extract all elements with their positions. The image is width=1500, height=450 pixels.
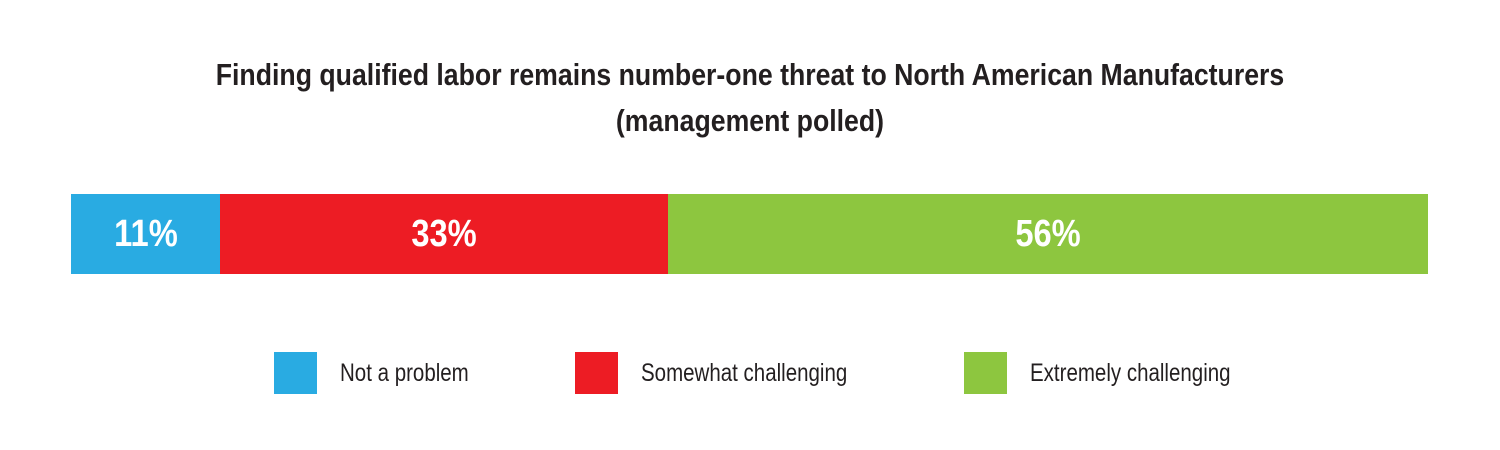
- legend-swatch-somewhat-challenging: [575, 352, 618, 394]
- bar-segment-somewhat-challenging: 33%: [220, 194, 669, 274]
- legend-item-somewhat-challenging: Somewhat challenging: [575, 352, 893, 394]
- legend-item-not-a-problem: Not a problem: [274, 352, 497, 394]
- legend-swatch-not-a-problem: [274, 352, 317, 394]
- bar-segment-extremely-challenging: 56%: [668, 194, 1428, 274]
- data-label-extremely-challenging: 56%: [1015, 212, 1081, 255]
- data-label-somewhat-challenging: 33%: [411, 212, 477, 255]
- legend-item-extremely-challenging: Extremely challenging: [964, 352, 1275, 394]
- chart-title: Finding qualified labor remains number-o…: [105, 52, 1395, 144]
- legend-label-extremely-challenging: Extremely challenging: [1030, 358, 1231, 387]
- legend-swatch-extremely-challenging: [964, 352, 1007, 394]
- legend-label-not-a-problem: Not a problem: [340, 358, 469, 387]
- bar-segment-not-a-problem: 11%: [71, 194, 221, 274]
- chart-title-line-2: (management polled): [615, 103, 885, 138]
- stacked-bar: 11% 33% 56%: [71, 194, 1428, 274]
- chart-title-line-1: Finding qualified labor remains number-o…: [215, 57, 1285, 92]
- data-label-not-a-problem: 11%: [113, 212, 178, 255]
- legend-label-somewhat-challenging: Somewhat challenging: [641, 358, 848, 387]
